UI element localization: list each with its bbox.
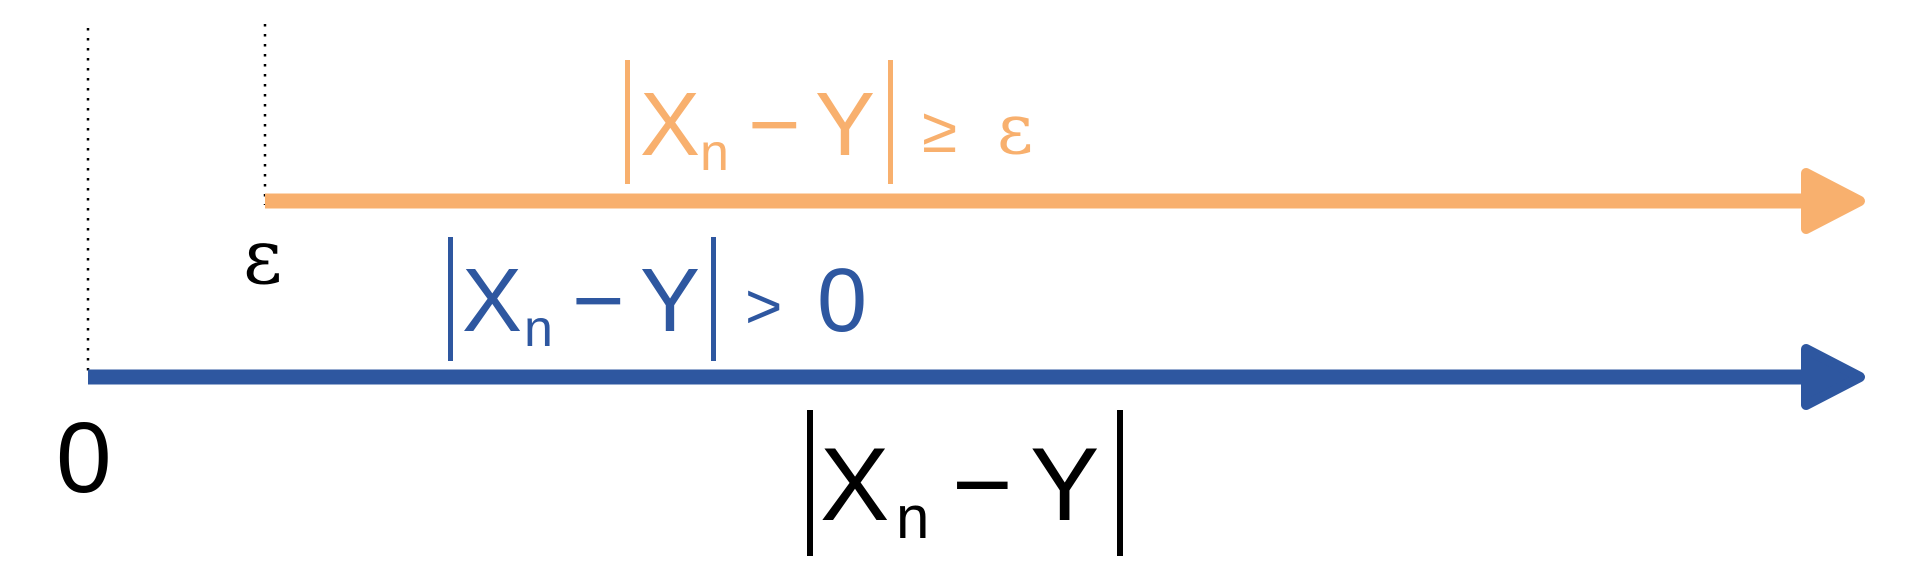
blue-expr-zero: 0 xyxy=(817,251,867,351)
axis-expr-x: X xyxy=(820,427,889,543)
orange-arrowhead xyxy=(1801,168,1865,234)
orange-expr-relation: ≥ xyxy=(922,94,957,166)
blue-expr-subscript: n xyxy=(524,300,553,358)
orange-abs-bar-right xyxy=(888,60,893,184)
orange-inequality-expression: X n − Y ≥ ε xyxy=(625,60,1033,184)
orange-expr-subscript: n xyxy=(700,124,729,182)
orange-expr-y: Y xyxy=(815,75,875,175)
axis-expr-subscript: n xyxy=(896,484,929,551)
axis-abs-bar-left xyxy=(807,410,813,556)
orange-abs-bar-left xyxy=(625,60,630,184)
blue-expr-relation: > xyxy=(745,270,782,342)
epsilon-label: ε xyxy=(243,212,282,301)
orange-expr-epsilon: ε xyxy=(997,88,1033,170)
blue-arrowhead xyxy=(1801,344,1865,410)
axis-abs-bar-right xyxy=(1117,410,1123,556)
blue-abs-bar-left xyxy=(448,237,453,361)
axis-expression: X n − Y xyxy=(807,410,1123,556)
blue-expr-y: Y xyxy=(640,251,700,351)
blue-expr-minus: − xyxy=(572,251,625,351)
blue-inequality-expression: X n − Y > 0 xyxy=(448,237,867,361)
orange-expr-minus: − xyxy=(748,75,801,175)
axis-expr-y: Y xyxy=(1030,427,1099,543)
blue-abs-bar-right xyxy=(711,237,716,361)
orange-expr-x: X xyxy=(640,75,700,175)
blue-expr-x: X xyxy=(462,251,522,351)
origin-label: 0 xyxy=(56,402,112,514)
axis-expr-minus: − xyxy=(952,427,1013,543)
